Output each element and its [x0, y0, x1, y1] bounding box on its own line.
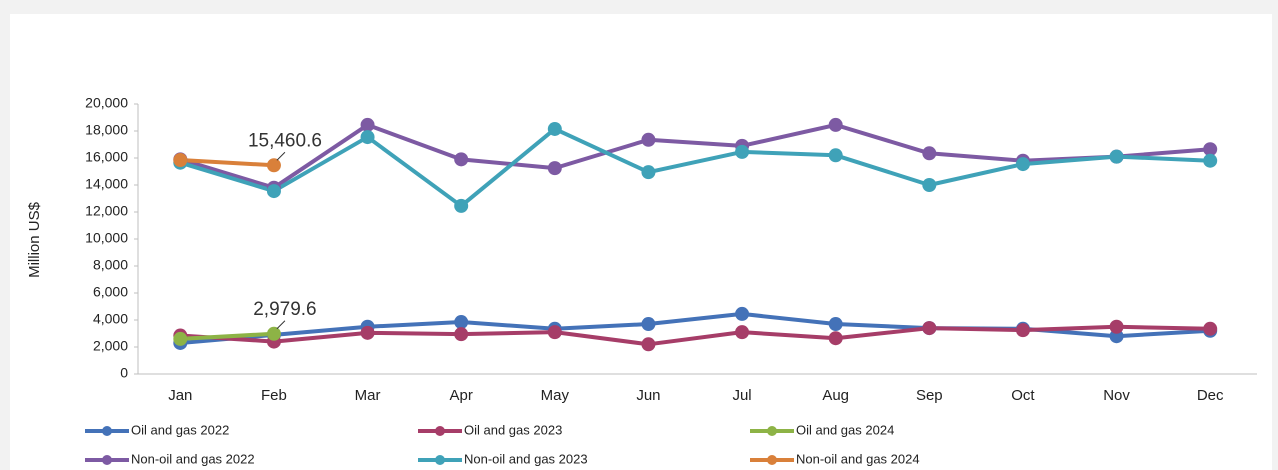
data-point — [547, 161, 562, 176]
data-point — [1203, 142, 1218, 157]
data-point — [266, 184, 281, 199]
data-point — [266, 158, 281, 173]
y-tick-label: 0 — [120, 365, 128, 381]
y-tick-label: 4,000 — [93, 311, 128, 327]
legend-marker — [767, 426, 777, 436]
data-point — [360, 117, 375, 132]
x-tick-label: Feb — [261, 387, 287, 404]
legend-label: Non-oil and gas 2024 — [796, 451, 920, 466]
legend-label: Non-oil and gas 2023 — [464, 451, 588, 466]
series-line — [179, 122, 1211, 190]
data-point — [454, 315, 469, 330]
series-line — [180, 324, 1211, 347]
y-tick-label: 16,000 — [85, 149, 128, 165]
y-tick-label: 2,000 — [93, 338, 128, 354]
x-tick-label: Sep — [916, 387, 943, 404]
legend-label: Non-oil and gas 2022 — [131, 451, 255, 466]
x-tick-label: Jan — [168, 387, 192, 404]
data-point — [828, 148, 843, 163]
x-tick-label: Aug — [822, 387, 849, 404]
data-point — [454, 198, 469, 213]
legend-marker — [102, 455, 112, 465]
x-tick-label: Oct — [1011, 387, 1035, 404]
data-point — [828, 331, 843, 346]
y-tick-label: 18,000 — [85, 122, 128, 138]
data-point — [1015, 157, 1030, 172]
x-tick-label: Apr — [450, 387, 473, 404]
series-line — [180, 331, 275, 341]
data-point — [641, 132, 656, 147]
y-tick-label: 14,000 — [85, 176, 128, 192]
data-point — [1109, 319, 1124, 334]
y-tick-label: 6,000 — [93, 284, 128, 300]
data-point — [922, 178, 937, 192]
y-axis-title: Million US$ — [26, 201, 43, 278]
x-tick-label: Jun — [636, 387, 660, 404]
data-point — [173, 153, 188, 168]
x-tick-label: Mar — [355, 387, 381, 404]
legend-marker — [435, 426, 445, 436]
label-leader — [276, 320, 286, 330]
data-point — [828, 117, 843, 132]
legend-label: Oil and gas 2023 — [464, 422, 562, 437]
data-point — [922, 146, 937, 161]
legend-label: Oil and gas 2024 — [796, 422, 894, 437]
data-point — [1203, 153, 1218, 168]
data-point — [266, 326, 281, 341]
legend-marker — [102, 426, 112, 436]
series-line — [180, 158, 275, 168]
data-point — [735, 325, 750, 340]
data-point — [547, 325, 562, 340]
legend-marker — [435, 455, 445, 465]
data-point — [735, 144, 750, 159]
series-line — [179, 126, 1211, 208]
data-point — [173, 331, 188, 346]
legend-label: Oil and gas 2022 — [131, 422, 229, 437]
data-point — [547, 121, 562, 136]
data-label: 15,460.6 — [248, 130, 322, 151]
data-point — [641, 317, 656, 332]
data-point — [735, 306, 750, 321]
data-point — [1203, 321, 1218, 336]
x-tick-label: Jul — [732, 387, 751, 404]
data-point — [1015, 323, 1030, 338]
y-tick-label: 20,000 — [85, 95, 128, 111]
x-tick-label: Nov — [1103, 387, 1130, 404]
data-point — [641, 337, 656, 352]
x-tick-label: May — [541, 387, 570, 404]
data-point — [360, 130, 375, 145]
chart-panel — [10, 14, 1272, 470]
y-tick-label: 8,000 — [93, 257, 128, 273]
data-point — [360, 325, 375, 340]
data-point — [828, 317, 843, 332]
data-point — [1109, 149, 1124, 164]
data-point — [454, 327, 469, 342]
x-tick-label: Dec — [1197, 387, 1224, 404]
data-point — [454, 152, 469, 167]
y-tick-label: 10,000 — [85, 230, 128, 246]
data-point — [922, 321, 937, 336]
data-point — [641, 165, 656, 180]
data-label: 2,979.6 — [253, 299, 316, 320]
legend-marker — [767, 455, 777, 465]
label-leader — [276, 151, 286, 161]
y-tick-label: 12,000 — [85, 203, 128, 219]
